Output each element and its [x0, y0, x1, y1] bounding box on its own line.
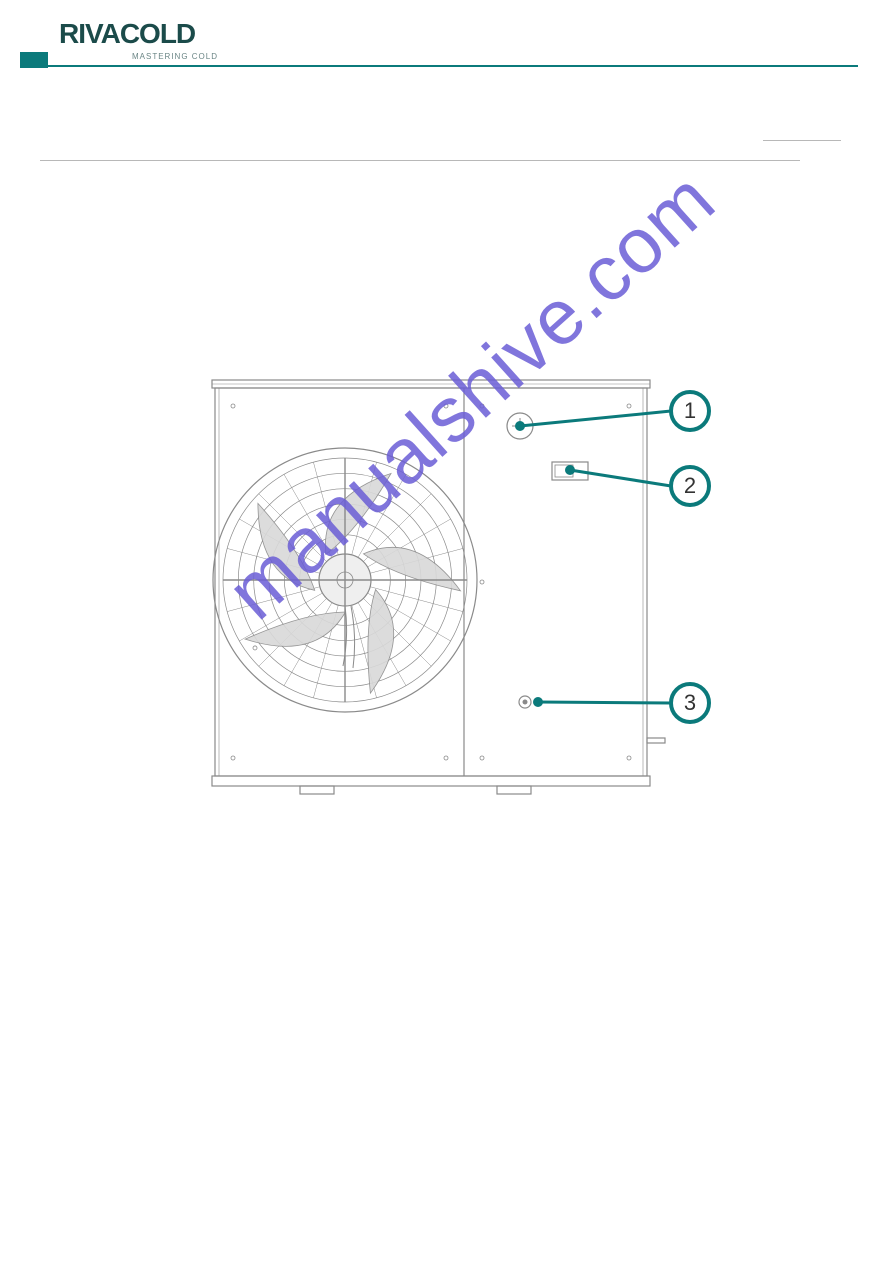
unit-diagram — [0, 0, 893, 1263]
callout-2: 2 — [669, 465, 711, 507]
callout-3: 3 — [669, 682, 711, 724]
callout-1: 1 — [669, 390, 711, 432]
